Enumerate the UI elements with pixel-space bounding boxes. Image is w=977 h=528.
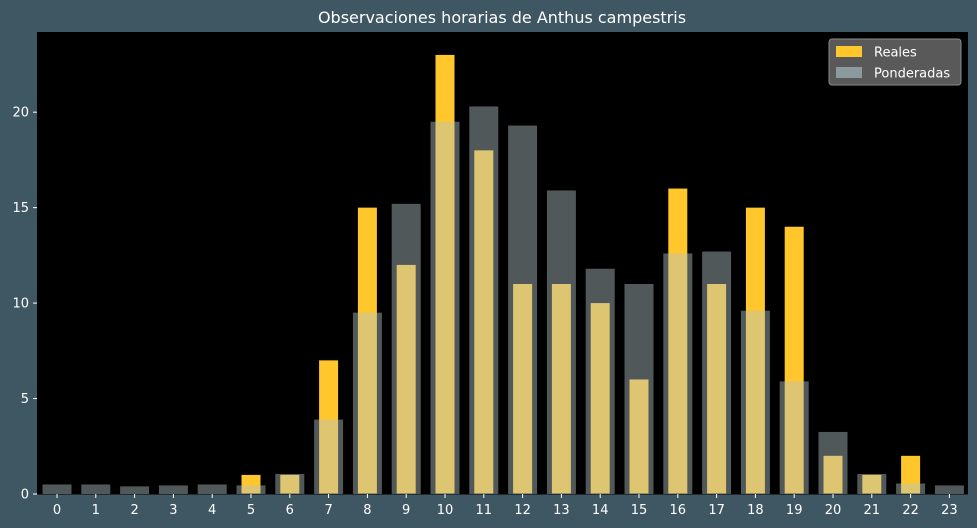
bar-reales-7 xyxy=(319,360,339,494)
bar-ponderadas-10 xyxy=(430,121,460,495)
bar-reales-14 xyxy=(590,303,610,494)
bar-ponderadas-6 xyxy=(275,473,305,494)
x-tick-label-17: 17 xyxy=(708,503,725,518)
legend-label-reales: Reales xyxy=(874,46,917,61)
x-tick-label-19: 19 xyxy=(786,503,803,518)
bar-reales-6 xyxy=(280,474,300,494)
bar-reales-13 xyxy=(551,284,571,494)
x-tick-label-18: 18 xyxy=(747,503,764,518)
x-tick-label-0: 0 xyxy=(53,503,61,518)
x-tick-label-20: 20 xyxy=(825,503,842,518)
bar-ponderadas-17 xyxy=(702,251,732,494)
x-axis: 0 1 2 3 4 5 6 7 8 9 10 11 12 13 14 15 16 17 18 19 20 21 22 23 xyxy=(37,493,968,518)
y-tick-label-15: 15 xyxy=(12,201,29,216)
bar-ponderadas-0 xyxy=(42,484,72,494)
bar-reales-17 xyxy=(707,284,727,494)
bar-ponderadas-7 xyxy=(314,419,344,494)
bar-ponderadas-5 xyxy=(236,485,266,494)
x-tick-label-13: 13 xyxy=(553,503,570,518)
bar-reales-5 xyxy=(241,474,261,494)
bar-reales-20 xyxy=(823,455,843,494)
bar-ponderadas-15 xyxy=(624,284,654,494)
x-tick-label-22: 22 xyxy=(902,503,919,518)
bar-reales-22 xyxy=(901,455,921,494)
bar-ponderadas-16 xyxy=(663,253,693,494)
bar-ponderadas-9 xyxy=(391,203,421,494)
plot-area xyxy=(37,32,968,494)
x-tick-label-15: 15 xyxy=(631,503,648,518)
bar-ponderadas-2 xyxy=(120,486,150,494)
x-tick-label-2: 2 xyxy=(130,503,138,518)
bar-ponderadas-20 xyxy=(818,431,848,494)
y-tick-label-0: 0 xyxy=(21,488,29,503)
bar-reales-9 xyxy=(396,264,416,494)
bar-reales-10 xyxy=(435,54,455,495)
bar-reales-12 xyxy=(513,284,533,494)
bar-ponderadas-13 xyxy=(546,190,576,495)
bar-ponderadas-18 xyxy=(740,310,770,494)
bar-ponderadas-12 xyxy=(508,125,538,494)
legend: Reales Ponderadas xyxy=(828,38,962,86)
bar-ponderadas-1 xyxy=(81,484,111,494)
bars-real xyxy=(241,54,921,495)
legend-swatch-ponderadas xyxy=(836,67,862,78)
x-tick-label-5: 5 xyxy=(247,503,255,518)
bar-reales-18 xyxy=(745,207,765,495)
bar-ponderadas-4 xyxy=(197,484,227,494)
x-tick-label-11: 11 xyxy=(476,503,493,518)
bar-reales-15 xyxy=(629,379,649,494)
bar-ponderadas-14 xyxy=(585,268,615,494)
x-tick-label-7: 7 xyxy=(324,503,332,518)
x-tick-label-9: 9 xyxy=(402,503,410,518)
bar-ponderadas-23 xyxy=(934,485,964,494)
x-tick-label-3: 3 xyxy=(169,503,177,518)
y-axis: 0 5 10 15 20 xyxy=(12,106,37,503)
chart-title: Observaciones horarias de Anthus campest… xyxy=(318,8,686,27)
legend-label-ponderadas: Ponderadas xyxy=(874,67,950,82)
x-tick-label-23: 23 xyxy=(941,503,958,518)
bars-weighted xyxy=(42,106,964,495)
x-tick-label-16: 16 xyxy=(670,503,687,518)
x-tick-label-21: 21 xyxy=(864,503,881,518)
x-tick-label-6: 6 xyxy=(286,503,294,518)
bar-reales-11 xyxy=(474,150,494,494)
bar-ponderadas-21 xyxy=(857,473,887,494)
y-tick-label-5: 5 xyxy=(21,392,29,407)
bar-ponderadas-22 xyxy=(896,483,926,494)
x-tick-label-12: 12 xyxy=(514,503,531,518)
bar-ponderadas-3 xyxy=(158,485,188,494)
bar-ponderadas-8 xyxy=(352,312,382,494)
bar-reales-21 xyxy=(862,474,882,494)
x-tick-label-10: 10 xyxy=(437,503,454,518)
x-tick-label-1: 1 xyxy=(92,503,100,518)
x-tick-label-14: 14 xyxy=(592,503,609,518)
legend-swatch-reales xyxy=(836,46,862,57)
bar-reales-16 xyxy=(668,188,688,494)
y-tick-label-20: 20 xyxy=(12,106,29,121)
y-tick-label-10: 10 xyxy=(12,297,29,312)
bar-reales-19 xyxy=(784,226,804,494)
bar-ponderadas-19 xyxy=(779,381,809,494)
x-tick-label-4: 4 xyxy=(208,503,216,518)
bar-reales-8 xyxy=(357,207,377,495)
x-tick-label-8: 8 xyxy=(363,503,371,518)
bar-ponderadas-11 xyxy=(469,106,499,495)
